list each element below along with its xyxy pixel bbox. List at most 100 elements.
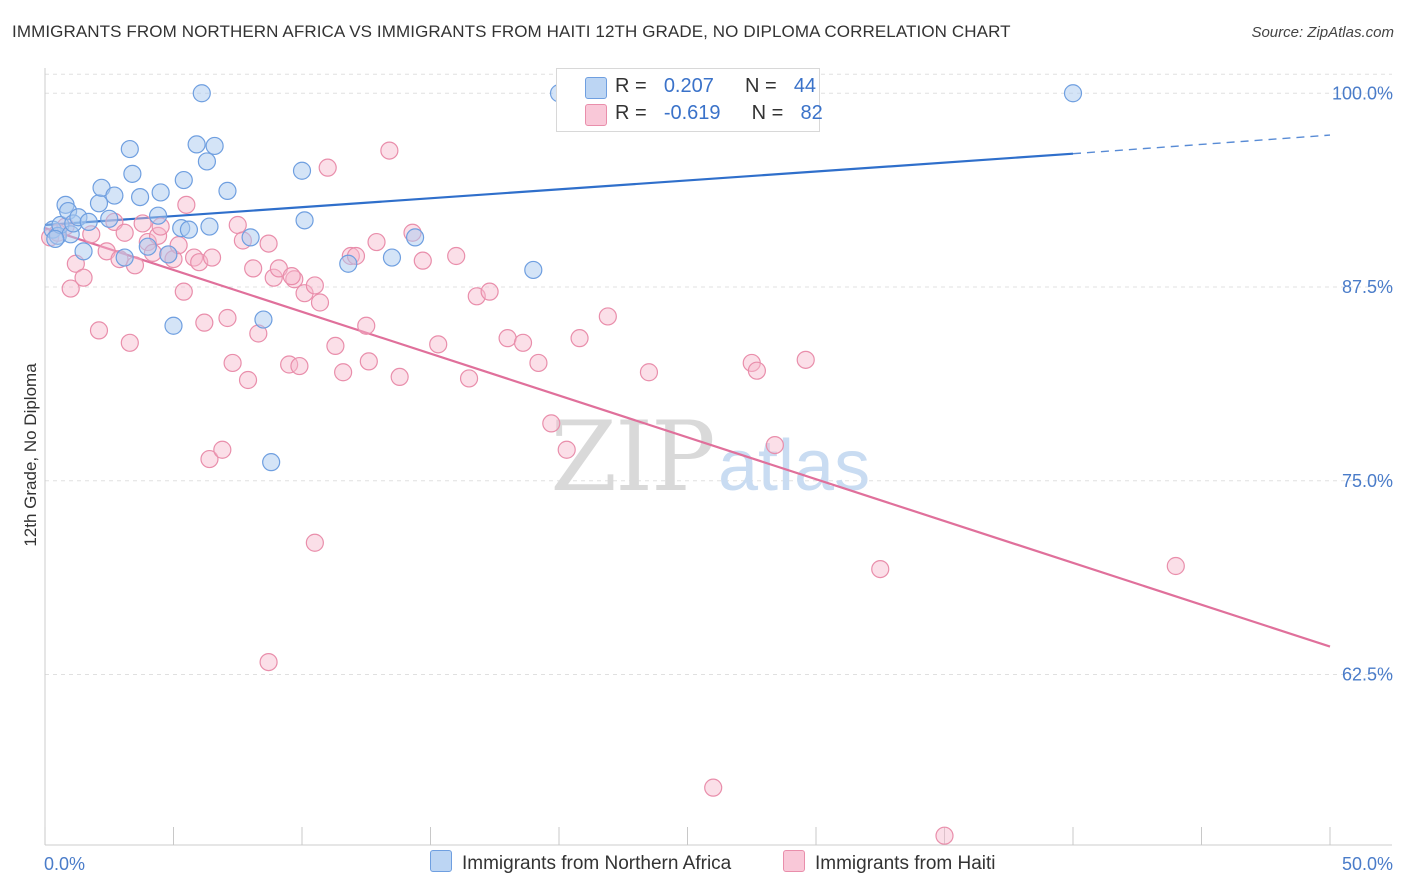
legend-item-northern-africa: Immigrants from Northern Africa [430, 850, 731, 875]
data-point-northern-africa [130, 188, 150, 207]
data-point-northern-africa [123, 164, 142, 183]
data-point-northern-africa [200, 217, 219, 236]
data-point-haiti [871, 559, 890, 579]
data-point-haiti [334, 363, 353, 382]
data-point-northern-africa [405, 228, 425, 247]
data-point-haiti [259, 652, 278, 672]
data-point-haiti [61, 279, 80, 298]
data-point-northern-africa [524, 260, 543, 280]
data-point-haiti [796, 350, 815, 369]
y-tick-label: 75.0% [1342, 471, 1393, 491]
data-point-haiti [213, 440, 232, 459]
data-point-northern-africa [115, 248, 134, 267]
legend-swatch-blue [585, 77, 607, 99]
data-point-northern-africa [192, 84, 211, 103]
data-point-haiti [89, 321, 109, 340]
data-point-northern-africa [79, 212, 98, 231]
data-point-haiti [498, 329, 517, 348]
data-point-haiti [1166, 556, 1185, 576]
watermark-atlas: atlas [718, 426, 870, 506]
data-point-haiti [174, 282, 193, 301]
data-point-northern-africa [74, 242, 93, 261]
data-point-haiti [429, 335, 448, 354]
legend-r-value: -0.619 [663, 102, 721, 124]
data-point-haiti [264, 268, 283, 287]
data-point-haiti [305, 533, 324, 552]
data-point-haiti [326, 336, 345, 355]
data-point-northern-africa [292, 161, 312, 180]
data-point-northern-africa [382, 248, 402, 267]
data-point-haiti [195, 313, 214, 332]
data-point-northern-africa [174, 170, 193, 190]
data-point-haiti [367, 232, 386, 252]
legend-label: Immigrants from Northern Africa [462, 853, 732, 874]
y-tick-label: 62.5% [1342, 665, 1393, 685]
legend-r-label: R = [615, 102, 647, 124]
legend-swatch-blue [430, 850, 452, 872]
y-tick-label: 87.5% [1342, 277, 1393, 297]
legend-row-haiti: R = -0.619 N = 82 [615, 102, 823, 125]
data-point-haiti [259, 234, 278, 253]
data-point-haiti [285, 270, 304, 289]
data-point-haiti [557, 440, 576, 459]
data-point-northern-africa [205, 136, 224, 156]
data-point-northern-africa [148, 206, 168, 225]
data-point-haiti [282, 267, 301, 286]
data-point-haiti [74, 268, 93, 287]
series-legend: Immigrants from Northern Africa Immigran… [0, 850, 1406, 878]
data-point-haiti [244, 259, 263, 278]
data-point-haiti [290, 356, 309, 376]
trend-line-northern-africa [44, 152, 1074, 227]
x-tick-label: 0.0% [44, 854, 85, 874]
data-point-haiti [704, 778, 723, 797]
legend-item-haiti: Immigrants from Haiti [783, 850, 996, 875]
data-point-northern-africa [218, 181, 237, 200]
data-point-haiti [935, 826, 954, 845]
data-point-haiti [218, 308, 237, 328]
data-point-northern-africa [241, 228, 260, 247]
legend-row-northern-africa: R = 0.207 N = 44 [615, 75, 816, 98]
data-point-haiti [639, 363, 659, 382]
data-point-haiti [120, 333, 139, 352]
data-point-northern-africa [254, 310, 273, 329]
data-point-northern-africa [100, 209, 119, 228]
legend-n-value: 44 [793, 75, 817, 97]
chart-title: IMMIGRANTS FROM NORTHERN AFRICA VS IMMIG… [12, 22, 1011, 41]
watermark-zip: ZIP [550, 401, 713, 513]
legend-label: Immigrants from Haiti [815, 853, 996, 874]
source-label: Source: ZipAtlas.com [1251, 24, 1394, 41]
data-point-northern-africa [151, 183, 170, 202]
y-tick-label: 100.0% [1332, 83, 1393, 103]
data-point-haiti [459, 369, 479, 388]
data-point-northern-africa [179, 220, 199, 239]
data-point-northern-africa [1063, 84, 1083, 103]
legend-n-label: N = [745, 75, 777, 97]
data-point-northern-africa [159, 245, 178, 264]
legend-n-value: 82 [800, 102, 823, 124]
data-point-haiti [359, 352, 378, 371]
data-point-haiti [133, 214, 152, 233]
data-point-haiti [390, 367, 409, 386]
data-point-northern-africa [105, 186, 124, 205]
data-point-northern-africa [295, 211, 314, 230]
data-point-haiti [529, 353, 548, 373]
data-point-haiti [747, 361, 766, 380]
data-point-haiti [238, 370, 258, 390]
data-point-northern-africa [197, 152, 217, 171]
data-point-haiti [413, 251, 432, 270]
legend-r-label: R = [615, 75, 647, 97]
data-point-northern-africa [164, 316, 183, 335]
tick-labels: 62.5% 75.0% 87.5% 100.0% 0.0% 50.0% [44, 83, 1393, 874]
data-point-northern-africa [89, 194, 109, 213]
data-point-haiti [200, 449, 219, 469]
data-point-haiti [380, 141, 399, 160]
data-point-northern-africa [262, 453, 281, 472]
data-point-haiti [228, 215, 247, 235]
data-point-haiti [480, 282, 499, 301]
data-point-haiti [202, 248, 222, 267]
data-point-haiti [570, 329, 589, 348]
watermark: ZIP atlas [550, 401, 870, 513]
axes [44, 68, 1392, 846]
data-point-northern-africa [339, 254, 358, 273]
